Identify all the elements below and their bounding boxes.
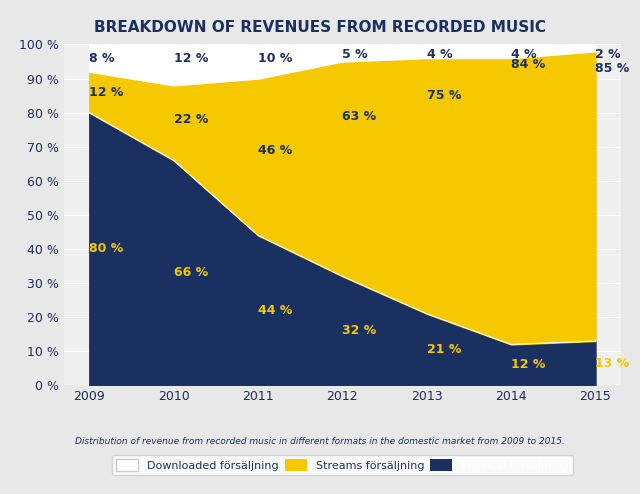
Text: 21 %: 21 % xyxy=(427,343,461,356)
Text: 84 %: 84 % xyxy=(511,58,545,72)
Text: 4 %: 4 % xyxy=(511,48,537,61)
Text: 32 %: 32 % xyxy=(342,324,377,337)
Text: 12 %: 12 % xyxy=(511,358,545,371)
Text: 5 %: 5 % xyxy=(342,48,368,61)
Text: 85 %: 85 % xyxy=(595,62,630,75)
Text: 63 %: 63 % xyxy=(342,110,376,123)
Text: 66 %: 66 % xyxy=(173,266,208,279)
Text: 46 %: 46 % xyxy=(258,144,292,157)
Legend: Downloaded försäljning, Streams försäljning, Physical försäljning: Downloaded försäljning, Streams försäljn… xyxy=(112,455,573,475)
Text: 44 %: 44 % xyxy=(258,304,292,317)
Text: 8 %: 8 % xyxy=(90,51,115,65)
Text: Distribution of revenue from recorded music in different formats in the domestic: Distribution of revenue from recorded mu… xyxy=(75,437,565,446)
Text: 80 %: 80 % xyxy=(90,243,124,255)
Text: 75 %: 75 % xyxy=(427,89,461,102)
Text: 22 %: 22 % xyxy=(173,113,208,126)
Text: 13 %: 13 % xyxy=(595,357,630,370)
Text: 4 %: 4 % xyxy=(427,48,452,61)
Text: 10 %: 10 % xyxy=(258,51,292,65)
Text: 12 %: 12 % xyxy=(90,85,124,99)
Text: BREAKDOWN OF REVENUES FROM RECORDED MUSIC: BREAKDOWN OF REVENUES FROM RECORDED MUSI… xyxy=(94,20,546,35)
Text: 12 %: 12 % xyxy=(173,51,208,65)
Text: 2 %: 2 % xyxy=(595,48,621,61)
